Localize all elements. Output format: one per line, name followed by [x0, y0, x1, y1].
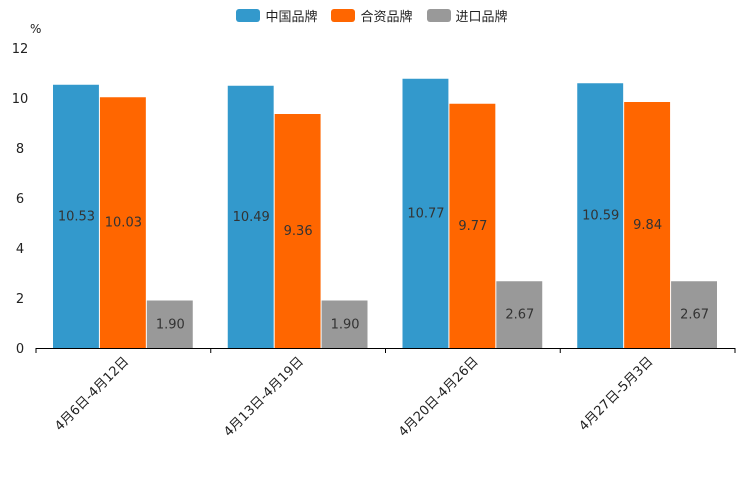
bar-value-label: 10.49: [233, 210, 270, 225]
y-tick-label: 0: [16, 342, 24, 357]
x-tick-label: 4月27日-5月3日: [577, 354, 657, 434]
y-tick-label: 10: [12, 92, 29, 107]
legend-label: 合资品牌: [360, 10, 413, 25]
bar[interactable]: [321, 300, 368, 349]
y-tick-label: 4: [16, 242, 24, 257]
bar-series: 10.53 10.03 1.90 10.49 9.36 1.90 10.77 9.77 2.67…: [53, 78, 717, 349]
bar-value-label: 1.90: [331, 317, 360, 332]
legend-label: 进口品牌: [455, 10, 508, 25]
bar[interactable]: [227, 85, 274, 348]
bar-value-label: 2.67: [680, 308, 709, 323]
x-tick-label: 4月13日-4月19日: [221, 354, 307, 440]
bar[interactable]: [577, 83, 624, 348]
legend-swatch: [331, 9, 356, 22]
bar-value-label: 1.90: [156, 317, 185, 332]
x-tick-label: 4月6日-4月12日: [52, 354, 132, 434]
bar-value-label: 9.77: [458, 219, 487, 234]
legend-swatch: [426, 9, 451, 22]
y-tick-label: 12: [12, 42, 29, 57]
bar-value-label: 2.67: [505, 308, 534, 323]
legend-item-2[interactable]: 进口品牌: [426, 6, 508, 25]
chart-legend: 中国品牌 合资品牌 进口品牌: [0, 6, 744, 25]
bar[interactable]: [53, 84, 99, 348]
legend-item-0[interactable]: 中国品牌: [236, 6, 317, 25]
legend-swatch: [236, 9, 261, 22]
bar[interactable]: [449, 103, 496, 348]
bar[interactable]: [496, 281, 543, 348]
y-axis: 0 2 4 6 8 10 12: [12, 42, 29, 357]
bar[interactable]: [671, 281, 717, 348]
bar-value-label: 9.84: [633, 218, 662, 233]
bar[interactable]: [402, 78, 449, 348]
y-tick-label: 2: [16, 292, 24, 307]
legend-item-1[interactable]: 合资品牌: [331, 6, 413, 25]
bar-value-label: 10.03: [105, 216, 142, 231]
y-tick-label: 8: [16, 142, 24, 157]
bar-value-label: 10.53: [58, 209, 95, 224]
bar-value-label: 10.59: [582, 209, 619, 224]
bar[interactable]: [274, 114, 321, 348]
legend-label: 中国品牌: [265, 10, 318, 25]
x-tick-label: 4月20日-4月26日: [396, 354, 482, 440]
bar[interactable]: [99, 97, 146, 348]
bar[interactable]: [146, 300, 193, 349]
y-tick-label: 6: [16, 192, 24, 207]
y-axis-unit-label: %: [30, 22, 41, 36]
bar[interactable]: [624, 102, 671, 348]
bar-value-label: 10.77: [407, 206, 444, 221]
bar-value-label: 9.36: [284, 224, 313, 239]
x-axis: 4月6日-4月12日 4月13日-4月19日 4月20日-4月26日 4月27日-5月…: [35, 348, 736, 440]
